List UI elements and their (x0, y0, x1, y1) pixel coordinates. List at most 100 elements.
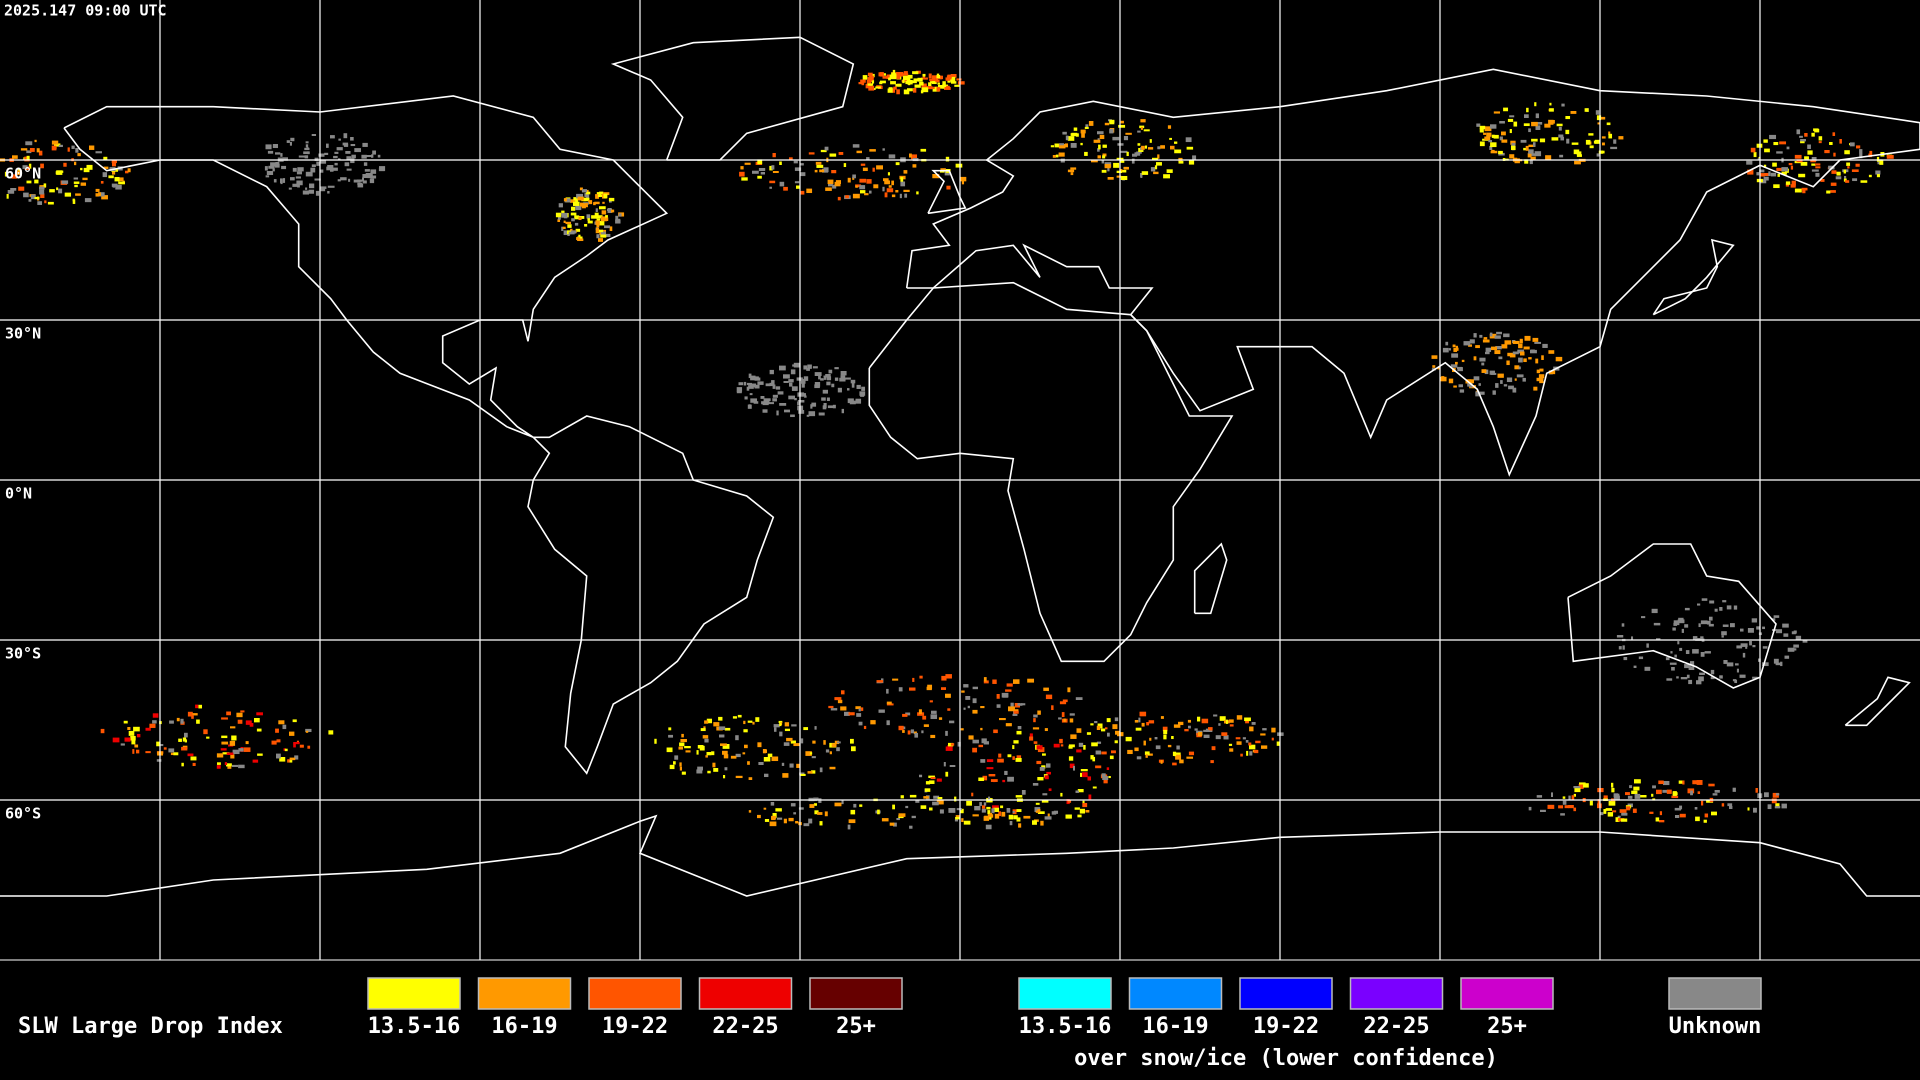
cloud-pixel (1596, 115, 1602, 121)
cloud-pixel (1697, 791, 1701, 794)
cloud-pixel (1476, 123, 1481, 127)
cloud-pixel (1021, 790, 1026, 795)
cloud-pixel (1697, 603, 1701, 606)
cloud-pixel (800, 190, 805, 195)
cloud-pixel (1779, 141, 1787, 145)
cloud-pixel (1468, 344, 1473, 347)
cloud-pixel (779, 403, 787, 406)
legend-label: Unknown (1669, 1014, 1762, 1039)
cloud-pixel (293, 743, 296, 748)
cloud-pixel (280, 178, 283, 184)
cloud-pixel (1437, 366, 1440, 370)
cloud-pixel (1773, 142, 1779, 146)
cloud-pixel (1470, 384, 1473, 388)
cloud-pixel (34, 179, 39, 184)
cloud-pixel (674, 755, 679, 760)
cloud-pixel (828, 705, 834, 709)
cloud-pixel (1001, 811, 1006, 817)
cloud-pixel (954, 84, 960, 87)
cloud-pixel (1004, 770, 1008, 775)
cloud-pixel (294, 755, 299, 760)
cloud-pixel (82, 177, 88, 181)
cloud-pixel (292, 183, 299, 187)
cloud-pixel (1262, 728, 1267, 731)
cloud-pixel (582, 189, 587, 193)
cloud-pixel (998, 753, 1002, 758)
cloud-pixel (1036, 760, 1042, 765)
cloud-pixel (876, 680, 884, 683)
cloud-pixel (603, 193, 608, 199)
cloud-pixel (1101, 728, 1106, 732)
cloud-pixel (992, 679, 997, 684)
cloud-pixel (845, 195, 849, 199)
cloud-pixel (794, 167, 802, 171)
cloud-pixel (95, 193, 100, 197)
cloud-pixel (1467, 382, 1473, 387)
cloud-pixel (305, 728, 312, 733)
cloud-pixel (772, 394, 778, 398)
cloud-pixel (357, 182, 363, 186)
cloud-pixel (596, 229, 604, 233)
cloud-pixel (772, 398, 777, 402)
cloud-pixel (264, 166, 268, 171)
cloud-pixel (820, 149, 827, 153)
cloud-pixel (1518, 366, 1521, 370)
cloud-pixel (1621, 623, 1625, 627)
cloud-pixel (587, 218, 590, 221)
cloud-pixel (615, 219, 621, 224)
legend-note: over snow/ice (lower confidence) (1074, 1046, 1498, 1071)
cloud-pixel (1096, 725, 1101, 730)
cloud-pixel (814, 810, 819, 815)
cloud-pixel (1118, 124, 1126, 128)
coastline (927, 169, 967, 215)
cloud-pixel (783, 381, 789, 383)
cloud-pixel (1021, 703, 1026, 706)
cloud-pixel (841, 690, 845, 695)
cloud-pixel (132, 749, 135, 754)
cloud-pixel (1539, 381, 1544, 384)
cloud-pixel (1077, 789, 1084, 793)
cloud-pixel (334, 151, 339, 154)
cloud-pixel (1160, 760, 1163, 764)
cloud-pixel (997, 758, 1004, 763)
cloud-pixel (1811, 163, 1817, 166)
cloud-pixel (1818, 141, 1822, 144)
cloud-pixel (932, 801, 939, 806)
cloud-pixel (743, 729, 748, 733)
cloud-pixel (1843, 178, 1847, 182)
cloud-pixel (915, 800, 920, 803)
cloud-pixel (1852, 178, 1858, 182)
cloud-pixel (1807, 150, 1813, 155)
cloud-pixel (826, 397, 830, 402)
cloud-pixel (1059, 738, 1063, 744)
cloud-pixel (855, 706, 861, 710)
cloud-pixel (284, 748, 288, 752)
cloud-pixel (1611, 787, 1615, 793)
cloud-pixel (1184, 729, 1189, 732)
cloud-pixel (1173, 724, 1181, 728)
cloud-pixel (736, 391, 742, 394)
cloud-pixel (1796, 129, 1801, 135)
cloud-pixel (1503, 384, 1508, 387)
cloud-pixel (1134, 747, 1139, 752)
cloud-pixel (955, 817, 960, 820)
cloud-pixel (979, 802, 982, 806)
cloud-pixel (340, 177, 347, 181)
cloud-pixel (1070, 167, 1077, 170)
cloud-pixel (654, 738, 657, 744)
cloud-pixel (923, 724, 929, 727)
cloud-pixel (1552, 120, 1555, 124)
cloud-pixel (893, 86, 896, 89)
legend-swatch (477, 977, 572, 1010)
cloud-pixel (1533, 142, 1536, 147)
cloud-pixel (1178, 161, 1184, 164)
cloud-pixel (282, 724, 287, 730)
cloud-pixel (856, 713, 862, 717)
cloud-pixel (1485, 351, 1490, 355)
cloud-pixel (1075, 697, 1083, 701)
cloud-pixel (63, 162, 67, 167)
cloud-pixel (1511, 145, 1516, 151)
cloud-pixel (922, 73, 926, 77)
cloud-pixel (1149, 737, 1152, 741)
coastline (527, 415, 775, 775)
